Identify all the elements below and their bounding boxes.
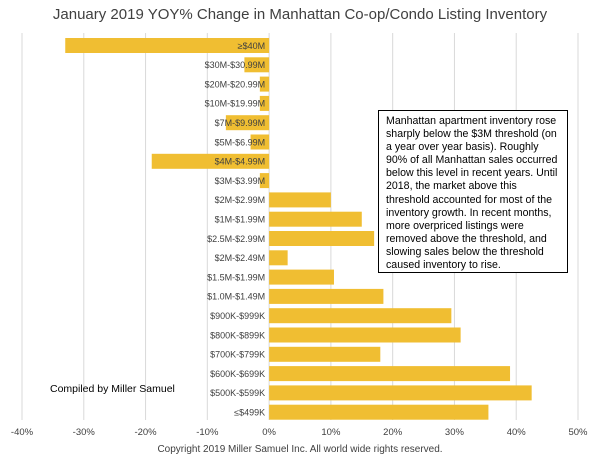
bar [250,134,270,150]
bar [269,308,452,324]
category-label: $800K-$899K [210,330,265,340]
category-label: $1M-$1.99M [215,215,266,225]
category-label: $1.5M-$1.99M [207,272,265,282]
bar [269,269,334,285]
category-label: $500K-$599K [210,388,265,398]
category-label: $600K-$699K [210,369,265,379]
bar [269,385,532,401]
annotation-box: Manhattan apartment inventory rose sharp… [378,110,568,273]
x-tick-label: 30% [445,427,465,438]
bar [151,153,270,169]
x-tick-label: -40% [11,427,34,438]
bar [269,288,384,304]
x-tick-label: -20% [134,427,157,438]
chart-title: January 2019 YOY% Change in Manhattan Co… [52,6,548,23]
category-label: $30M-$30.99M [205,60,266,70]
x-tick-label: 40% [507,427,527,438]
category-label: ≤$499K [234,408,265,418]
bar [65,38,270,53]
bar [259,95,270,111]
category-label: $5M-$6.99M [215,137,266,147]
category-label: $900K-$999K [210,311,265,321]
bar [269,366,511,382]
category-label: $2.5M-$2.99M [207,234,265,244]
bar [269,250,288,266]
bar [269,211,362,227]
category-label: ≥$40M [238,41,265,51]
bar [269,327,461,343]
x-tick-label: 10% [321,427,341,438]
x-tick-label: -10% [196,427,219,438]
x-tick-label: 0% [262,427,276,438]
category-label: $2M-$2.49M [215,253,266,263]
category-label: $4M-$4.99M [215,157,266,167]
bar [269,231,375,246]
category-label: $7M-$9.99M [215,118,266,128]
category-label: $3M-$3.99M [215,176,266,186]
bar [259,76,270,92]
x-tick-label: 20% [383,427,403,438]
category-label: $700K-$799K [210,350,265,360]
category-label: $2M-$2.99M [215,195,266,205]
copyright-footer: Copyright 2019 Miller Samuel Inc. All wo… [157,444,443,455]
bar [269,192,331,208]
bar [269,346,381,362]
category-label: $1.0M-$1.49M [207,292,265,302]
category-label: $20M-$20.99M [205,79,266,89]
bar [259,173,270,189]
bar [225,115,270,131]
credit-note: Compiled by Miller Samuel [50,383,175,395]
x-tick-label: -30% [73,427,96,438]
category-label: $10M-$19.99M [205,99,266,109]
bar [244,57,270,73]
x-tick-label: 50% [568,427,588,438]
bar [269,404,489,420]
